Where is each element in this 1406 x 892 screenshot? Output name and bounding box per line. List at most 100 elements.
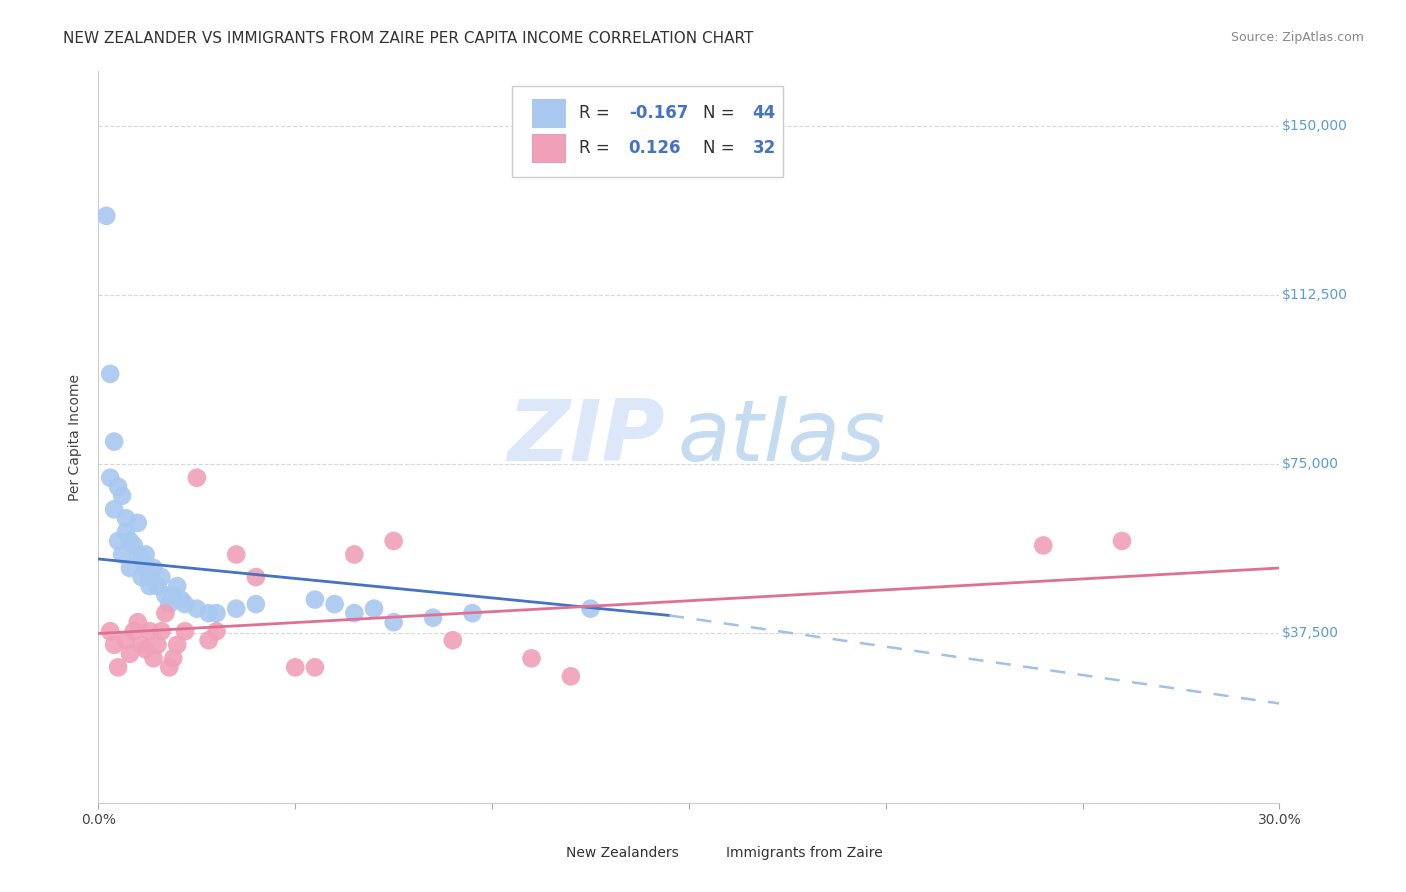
Point	[284, 660, 307, 674]
Point	[131, 552, 153, 566]
Point	[560, 669, 582, 683]
Text: -0.167: -0.167	[628, 104, 688, 122]
Point	[142, 651, 165, 665]
Point	[225, 601, 247, 615]
Text: $75,000: $75,000	[1282, 458, 1339, 471]
Text: R =: R =	[579, 139, 620, 157]
Point	[103, 434, 125, 449]
Point	[111, 548, 134, 562]
Point	[162, 588, 184, 602]
Point	[118, 533, 141, 548]
FancyBboxPatch shape	[523, 841, 557, 865]
Point	[157, 597, 180, 611]
Text: 44: 44	[752, 104, 776, 122]
Point	[138, 624, 160, 639]
Text: ZIP: ZIP	[508, 395, 665, 479]
Point	[1111, 533, 1133, 548]
Point	[174, 624, 197, 639]
Text: 0.126: 0.126	[628, 139, 681, 157]
Point	[382, 615, 405, 630]
Point	[150, 624, 173, 639]
Point	[122, 624, 145, 639]
Text: NEW ZEALANDER VS IMMIGRANTS FROM ZAIRE PER CAPITA INCOME CORRELATION CHART: NEW ZEALANDER VS IMMIGRANTS FROM ZAIRE P…	[63, 31, 754, 46]
Point	[1032, 538, 1054, 552]
Text: $150,000: $150,000	[1282, 119, 1348, 133]
Point	[107, 480, 129, 494]
Point	[111, 489, 134, 503]
Point	[127, 548, 149, 562]
Y-axis label: Per Capita Income: Per Capita Income	[69, 374, 83, 500]
Point	[382, 533, 405, 548]
Point	[150, 570, 173, 584]
Point	[98, 367, 121, 381]
Point	[323, 597, 346, 611]
Point	[166, 579, 188, 593]
Point	[461, 606, 484, 620]
Point	[107, 533, 129, 548]
Point	[579, 601, 602, 615]
FancyBboxPatch shape	[683, 841, 716, 865]
Point	[118, 561, 141, 575]
Point	[146, 638, 169, 652]
Point	[118, 647, 141, 661]
Point	[422, 610, 444, 624]
Text: Immigrants from Zaire: Immigrants from Zaire	[725, 847, 883, 860]
Point	[107, 660, 129, 674]
Point	[174, 597, 197, 611]
Point	[142, 561, 165, 575]
Point	[520, 651, 543, 665]
Point	[197, 633, 219, 648]
Point	[170, 592, 193, 607]
Point	[115, 633, 138, 648]
Point	[245, 597, 267, 611]
Point	[146, 579, 169, 593]
Point	[155, 588, 177, 602]
Point	[155, 606, 177, 620]
Point	[96, 209, 118, 223]
Point	[162, 651, 184, 665]
Point	[98, 624, 121, 639]
Text: N =: N =	[703, 104, 740, 122]
Text: New Zealanders: New Zealanders	[567, 847, 679, 860]
Point	[135, 548, 157, 562]
Text: 32: 32	[752, 139, 776, 157]
Point	[122, 538, 145, 552]
Point	[245, 570, 267, 584]
Point	[343, 548, 366, 562]
Text: atlas: atlas	[678, 395, 886, 479]
Point	[205, 624, 228, 639]
Point	[138, 579, 160, 593]
Point	[304, 592, 326, 607]
Text: $37,500: $37,500	[1282, 626, 1339, 640]
Point	[103, 638, 125, 652]
Point	[343, 606, 366, 620]
Text: N =: N =	[703, 139, 740, 157]
Text: $112,500: $112,500	[1282, 288, 1348, 301]
Point	[157, 660, 180, 674]
Point	[103, 502, 125, 516]
FancyBboxPatch shape	[531, 135, 565, 162]
Point	[98, 471, 121, 485]
Point	[197, 606, 219, 620]
Point	[127, 615, 149, 630]
Point	[186, 601, 208, 615]
Point	[205, 606, 228, 620]
Point	[166, 638, 188, 652]
Point	[363, 601, 385, 615]
FancyBboxPatch shape	[531, 99, 565, 127]
Point	[304, 660, 326, 674]
Point	[131, 638, 153, 652]
Text: Source: ZipAtlas.com: Source: ZipAtlas.com	[1230, 31, 1364, 45]
Point	[135, 561, 157, 575]
Point	[138, 570, 160, 584]
Text: R =: R =	[579, 104, 614, 122]
Point	[115, 511, 138, 525]
Point	[441, 633, 464, 648]
Point	[127, 516, 149, 530]
Point	[135, 642, 157, 657]
Point	[186, 471, 208, 485]
FancyBboxPatch shape	[512, 86, 783, 178]
Point	[131, 570, 153, 584]
Point	[225, 548, 247, 562]
Point	[115, 524, 138, 539]
